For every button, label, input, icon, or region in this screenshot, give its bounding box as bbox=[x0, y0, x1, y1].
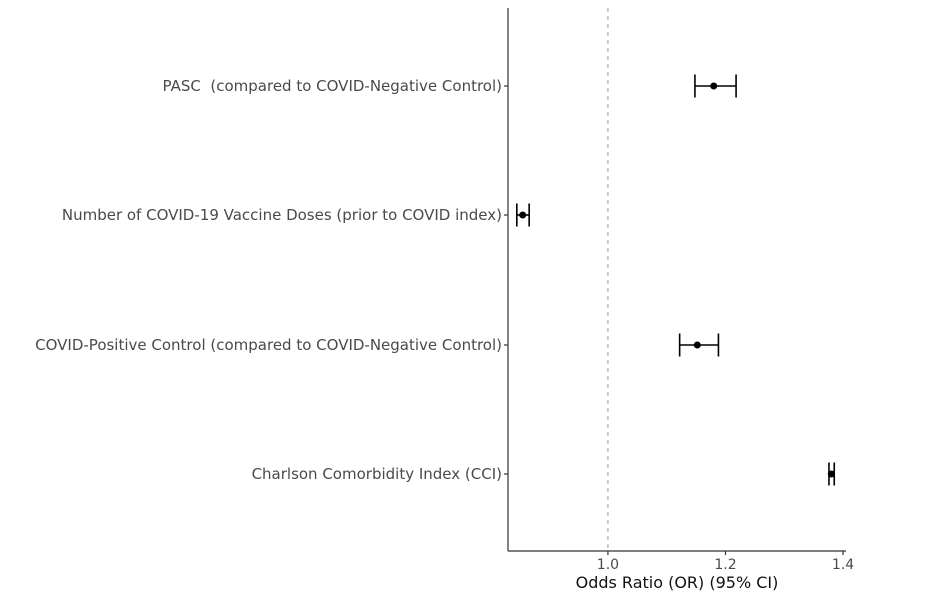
x-tick-label: 1.0 bbox=[597, 557, 619, 573]
or-point bbox=[693, 341, 701, 349]
or-point bbox=[827, 470, 835, 478]
row-label: PASC (compared to COVID-Negative Control… bbox=[163, 77, 503, 95]
row-label: Number of COVID-19 Vaccine Doses (prior … bbox=[62, 206, 502, 224]
forest-row: PASC (compared to COVID-Negative Control… bbox=[163, 74, 737, 98]
or-point bbox=[710, 82, 718, 90]
forest-row: Number of COVID-19 Vaccine Doses (prior … bbox=[62, 203, 530, 227]
row-label: COVID-Positive Control (compared to COVI… bbox=[35, 336, 502, 354]
forest-row: Charlson Comorbidity Index (CCI) bbox=[252, 462, 836, 486]
x-ticks: 1.0 1.2 1.4 bbox=[597, 551, 854, 573]
or-point bbox=[519, 211, 527, 219]
row-label: Charlson Comorbidity Index (CCI) bbox=[252, 465, 502, 483]
x-tick-label: 1.2 bbox=[714, 557, 736, 573]
x-tick-label: 1.4 bbox=[832, 557, 854, 573]
rows-layer: PASC (compared to COVID-Negative Control… bbox=[35, 74, 836, 486]
forest-row: COVID-Positive Control (compared to COVI… bbox=[35, 333, 720, 357]
x-axis-title: Odds Ratio (OR) (95% CI) bbox=[576, 573, 779, 592]
